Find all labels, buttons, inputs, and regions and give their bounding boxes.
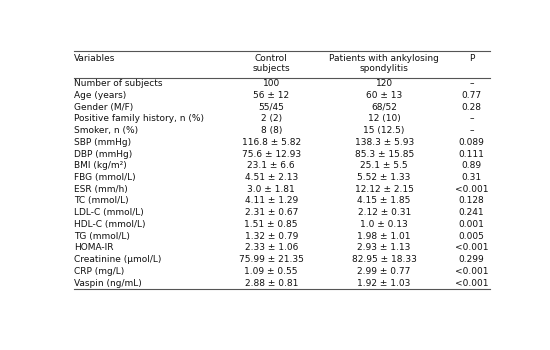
Text: Positive family history, n (%): Positive family history, n (%): [74, 114, 204, 123]
Text: 2.99 ± 0.77: 2.99 ± 0.77: [358, 267, 411, 276]
Text: 3.0 ± 1.81: 3.0 ± 1.81: [248, 185, 295, 194]
Text: 1.0 ± 0.13: 1.0 ± 0.13: [360, 220, 408, 229]
Text: 0.31: 0.31: [461, 173, 482, 182]
Text: 120: 120: [376, 79, 393, 88]
Text: 8 (8): 8 (8): [261, 126, 282, 135]
Text: 116.8 ± 5.82: 116.8 ± 5.82: [241, 138, 301, 147]
Text: 60 ± 13: 60 ± 13: [366, 91, 402, 100]
Text: 0.89: 0.89: [461, 161, 482, 170]
Text: 4.51 ± 2.13: 4.51 ± 2.13: [245, 173, 298, 182]
Text: Number of subjects: Number of subjects: [74, 79, 162, 88]
Text: 2.31 ± 0.67: 2.31 ± 0.67: [245, 208, 298, 217]
Text: 1.92 ± 1.03: 1.92 ± 1.03: [358, 279, 411, 287]
Text: Age (years): Age (years): [74, 91, 126, 100]
Text: 2.88 ± 0.81: 2.88 ± 0.81: [245, 279, 298, 287]
Text: 12 (10): 12 (10): [368, 114, 400, 123]
Text: 25.1 ± 5.5: 25.1 ± 5.5: [360, 161, 408, 170]
Text: 68/52: 68/52: [371, 103, 397, 112]
Text: 75.99 ± 21.35: 75.99 ± 21.35: [239, 255, 304, 264]
Text: 56 ± 12: 56 ± 12: [253, 91, 289, 100]
Text: 4.11 ± 1.29: 4.11 ± 1.29: [245, 196, 298, 205]
Text: –: –: [469, 126, 474, 135]
Text: 82.95 ± 18.33: 82.95 ± 18.33: [352, 255, 416, 264]
Text: Vaspin (ng/mL): Vaspin (ng/mL): [74, 279, 141, 287]
Text: 1.32 ± 0.79: 1.32 ± 0.79: [245, 232, 298, 240]
Text: 0.299: 0.299: [459, 255, 485, 264]
Text: 1.98 ± 1.01: 1.98 ± 1.01: [358, 232, 411, 240]
Text: 0.089: 0.089: [459, 138, 485, 147]
Text: <0.001: <0.001: [455, 279, 488, 287]
Text: 15 (12.5): 15 (12.5): [364, 126, 405, 135]
Text: <0.001: <0.001: [455, 243, 488, 252]
Text: 5.52 ± 1.33: 5.52 ± 1.33: [358, 173, 411, 182]
Text: ESR (mm/h): ESR (mm/h): [74, 185, 128, 194]
Text: 23.1 ± 6.6: 23.1 ± 6.6: [248, 161, 295, 170]
Text: CRP (mg/L): CRP (mg/L): [74, 267, 124, 276]
Text: 2.93 ± 1.13: 2.93 ± 1.13: [358, 243, 411, 252]
Text: 85.3 ± 15.85: 85.3 ± 15.85: [355, 149, 414, 159]
Text: Patients with ankylosing
spondylitis: Patients with ankylosing spondylitis: [329, 54, 439, 74]
Text: TC (mmol/L): TC (mmol/L): [74, 196, 129, 205]
Text: 0.77: 0.77: [461, 91, 482, 100]
Text: –: –: [469, 79, 474, 88]
Text: P: P: [469, 54, 474, 63]
Text: HDL-C (mmol/L): HDL-C (mmol/L): [74, 220, 145, 229]
Text: 0.005: 0.005: [459, 232, 485, 240]
Text: SBP (mmHg): SBP (mmHg): [74, 138, 131, 147]
Text: HOMA-IR: HOMA-IR: [74, 243, 113, 252]
Text: Control
subjects: Control subjects: [252, 54, 290, 74]
Text: BMI (kg/m²): BMI (kg/m²): [74, 161, 126, 170]
Text: 75.6 ± 12.93: 75.6 ± 12.93: [241, 149, 301, 159]
Text: –: –: [469, 114, 474, 123]
Text: 1.09 ± 0.55: 1.09 ± 0.55: [244, 267, 298, 276]
Text: 0.28: 0.28: [461, 103, 482, 112]
Text: Variables: Variables: [74, 54, 116, 63]
Text: TG (mmol/L): TG (mmol/L): [74, 232, 130, 240]
Text: 0.001: 0.001: [459, 220, 485, 229]
Text: <0.001: <0.001: [455, 185, 488, 194]
Text: Smoker, n (%): Smoker, n (%): [74, 126, 138, 135]
Text: DBP (mmHg): DBP (mmHg): [74, 149, 132, 159]
Text: 1.51 ± 0.85: 1.51 ± 0.85: [244, 220, 298, 229]
Text: 0.241: 0.241: [459, 208, 485, 217]
Text: 2.33 ± 1.06: 2.33 ± 1.06: [245, 243, 298, 252]
Text: 4.15 ± 1.85: 4.15 ± 1.85: [358, 196, 411, 205]
Text: 2.12 ± 0.31: 2.12 ± 0.31: [358, 208, 411, 217]
Text: <0.001: <0.001: [455, 267, 488, 276]
Text: 138.3 ± 5.93: 138.3 ± 5.93: [355, 138, 414, 147]
Text: 2 (2): 2 (2): [261, 114, 282, 123]
Text: 55/45: 55/45: [258, 103, 284, 112]
Text: 0.111: 0.111: [459, 149, 485, 159]
Text: Gender (M/F): Gender (M/F): [74, 103, 133, 112]
Text: LDL-C (mmol/L): LDL-C (mmol/L): [74, 208, 144, 217]
Text: FBG (mmol/L): FBG (mmol/L): [74, 173, 135, 182]
Text: Creatinine (μmol/L): Creatinine (μmol/L): [74, 255, 161, 264]
Text: 100: 100: [262, 79, 280, 88]
Text: 12.12 ± 2.15: 12.12 ± 2.15: [355, 185, 414, 194]
Text: 0.128: 0.128: [459, 196, 485, 205]
